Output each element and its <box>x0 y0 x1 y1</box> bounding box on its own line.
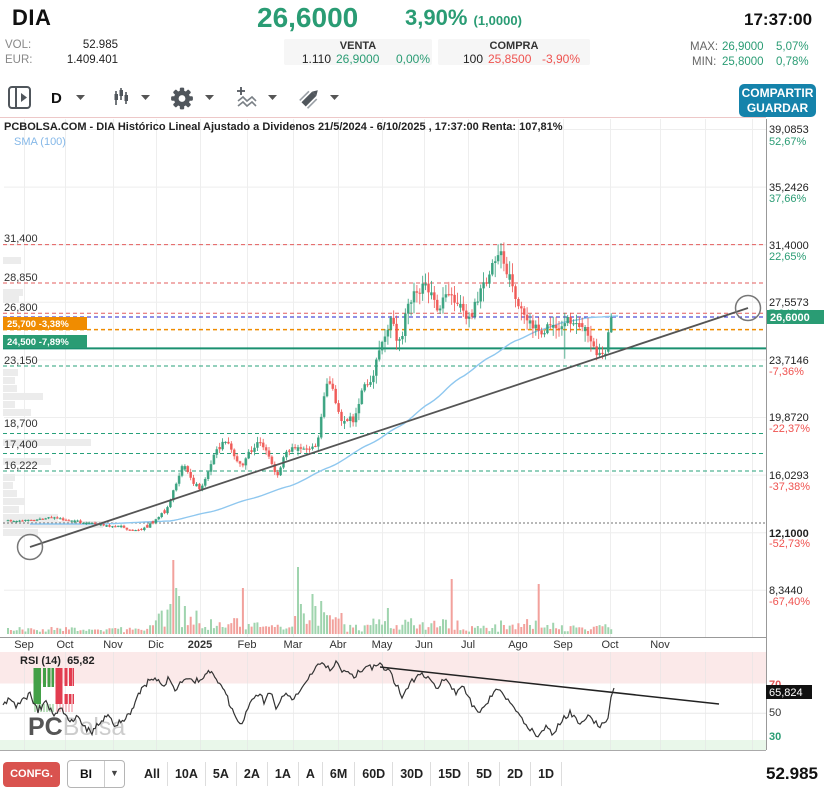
svg-text:23,7146: 23,7146 <box>769 355 809 367</box>
svg-text:PCBOLSA.COM - DIA Histórico Li: PCBOLSA.COM - DIA Histórico Lineal Ajust… <box>4 121 563 133</box>
svg-text:26,800: 26,800 <box>4 302 38 314</box>
svg-text:26,6000: 26,6000 <box>770 312 810 324</box>
svg-text:39,0853: 39,0853 <box>769 124 809 136</box>
svg-text:65,824: 65,824 <box>769 687 803 699</box>
svg-text:52,67%: 52,67% <box>769 136 807 148</box>
svg-text:19,8720: 19,8720 <box>769 412 809 424</box>
svg-text:Ago: Ago <box>508 639 528 651</box>
svg-text:Nov: Nov <box>103 639 123 651</box>
svg-text:-52,73%: -52,73% <box>769 538 810 550</box>
svg-text:Oct: Oct <box>601 639 618 651</box>
svg-text:-7,36%: -7,36% <box>769 366 804 378</box>
svg-text:RSI (14) 65,82: RSI (14) 65,82 <box>20 655 95 667</box>
svg-text:27,5573: 27,5573 <box>769 297 809 309</box>
svg-text:18,700: 18,700 <box>4 418 38 430</box>
svg-text:May: May <box>372 639 393 651</box>
svg-text:37,66%: 37,66% <box>769 193 807 205</box>
svg-text:Jun: Jun <box>415 639 433 651</box>
svg-text:Dic: Dic <box>148 639 164 651</box>
svg-text:25,700 -3,38%: 25,700 -3,38% <box>7 319 69 330</box>
svg-text:35,2426: 35,2426 <box>769 182 809 194</box>
svg-text:Jul: Jul <box>461 639 475 651</box>
svg-text:17,400: 17,400 <box>4 439 38 451</box>
svg-text:8,3440: 8,3440 <box>769 585 803 597</box>
svg-text:Abr: Abr <box>329 639 346 651</box>
svg-text:-22,37%: -22,37% <box>769 423 810 435</box>
svg-text:-37,38%: -37,38% <box>769 481 810 493</box>
svg-text:30: 30 <box>769 731 781 743</box>
svg-text:22,65%: 22,65% <box>769 251 807 263</box>
svg-text:D: D <box>51 90 62 107</box>
svg-text:31,4000: 31,4000 <box>769 240 809 252</box>
svg-text:Oct: Oct <box>56 639 73 651</box>
svg-text:Nov: Nov <box>650 639 670 651</box>
svg-text:PCBolsa: PCBolsa <box>28 713 125 741</box>
svg-text:31,400: 31,400 <box>4 233 38 245</box>
svg-text:SMA (100): SMA (100) <box>14 136 66 148</box>
svg-text:23,150: 23,150 <box>4 355 38 367</box>
svg-text:Feb: Feb <box>238 639 257 651</box>
svg-text:Sep: Sep <box>553 639 573 651</box>
svg-text:24,500 -7,89%: 24,500 -7,89% <box>7 337 69 348</box>
svg-text:Sep: Sep <box>14 639 34 651</box>
svg-text:16,0293: 16,0293 <box>769 470 809 482</box>
svg-text:Mar: Mar <box>284 639 303 651</box>
svg-text:12,1000: 12,1000 <box>769 528 809 540</box>
svg-text:-67,40%: -67,40% <box>769 596 810 608</box>
svg-text:50: 50 <box>769 707 781 719</box>
svg-text:16,222: 16,222 <box>4 460 38 472</box>
svg-text:28,850: 28,850 <box>4 272 38 284</box>
svg-text:2025: 2025 <box>188 639 212 651</box>
